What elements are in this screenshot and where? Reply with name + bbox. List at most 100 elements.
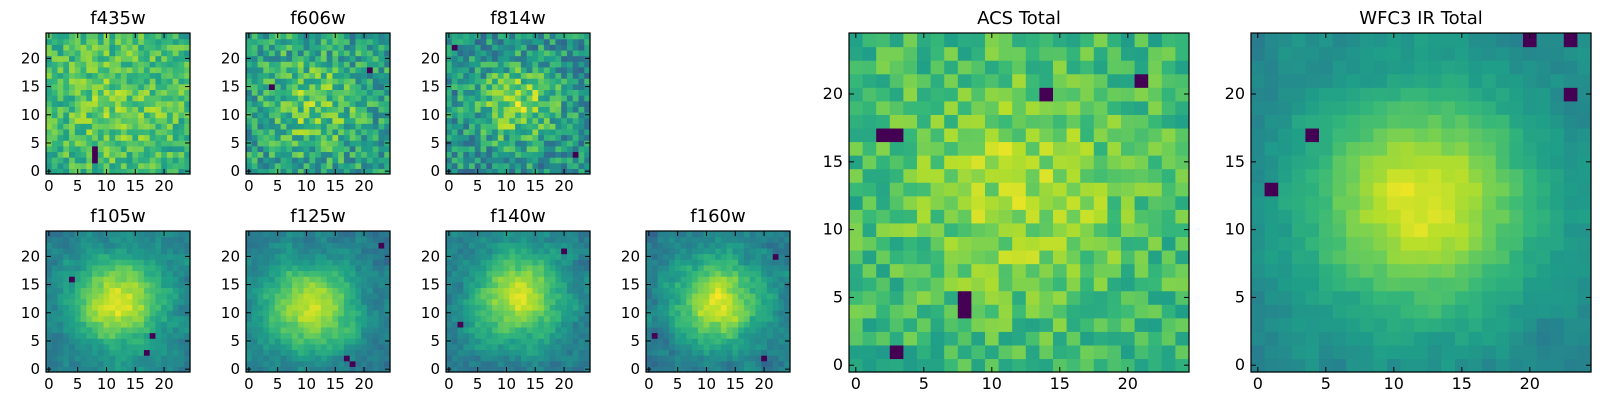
heatmap-cell (246, 49, 253, 57)
heatmap-cell (561, 111, 568, 119)
heatmap-cell (486, 157, 493, 164)
heatmap-cell (561, 72, 568, 79)
heatmap-cell (463, 338, 470, 345)
heatmap-cell (372, 44, 380, 51)
heatmap-cell (446, 293, 453, 300)
heatmap-cell (46, 162, 53, 169)
heatmap-cell (532, 61, 539, 68)
heatmap-cell (578, 151, 585, 158)
heatmap-cell (92, 281, 99, 288)
heatmap-cell (63, 247, 70, 255)
heatmap-cell (1066, 209, 1081, 224)
heatmap-cell (446, 298, 453, 305)
heatmap-cell (120, 326, 128, 334)
heatmap-cell (555, 315, 562, 322)
heatmap-cell (86, 151, 93, 158)
heatmap-cell (703, 355, 710, 362)
heatmap-cell (555, 270, 562, 277)
heatmap-cell (51, 231, 59, 238)
heatmap-cell (474, 61, 482, 68)
heatmap-cell (509, 100, 516, 107)
heatmap-cell (274, 236, 282, 243)
heatmap-cell (63, 270, 70, 277)
heatmap-cell (1053, 263, 1068, 278)
heatmap-cell (57, 66, 64, 74)
heatmap-cell (732, 349, 739, 356)
heatmap-cell (166, 270, 174, 277)
heatmap-cell (772, 293, 780, 300)
heatmap-cell (103, 145, 110, 153)
heatmap-cell (280, 343, 287, 351)
heatmap-cell (446, 145, 453, 153)
heatmap-cell (474, 259, 482, 266)
heatmap-cell (280, 287, 287, 294)
heatmap-cell (349, 287, 357, 294)
heatmap-cell (998, 182, 1013, 197)
heatmap-cell (469, 304, 476, 311)
heatmap-cell (46, 264, 53, 272)
heatmap-cell (772, 321, 780, 328)
heatmap-cell (463, 315, 470, 322)
heatmap-cell (862, 182, 877, 197)
heatmap-cell (474, 304, 482, 311)
heatmap-cell (166, 321, 174, 328)
heatmap-cell (732, 253, 739, 260)
heatmap-cell (126, 270, 133, 277)
heatmap-cell (572, 162, 580, 169)
heatmap-cell (486, 366, 493, 373)
heatmap-cell (92, 270, 99, 277)
heatmap-cell (132, 242, 139, 249)
heatmap-cell (1161, 358, 1176, 373)
heatmap-cell (778, 247, 785, 255)
heatmap-cell (561, 140, 568, 147)
heatmap-cell (269, 106, 276, 113)
heatmap-cell (469, 332, 476, 339)
heatmap-cell (332, 349, 339, 356)
heatmap-cell (515, 72, 522, 79)
heatmap-cell (361, 242, 368, 249)
heatmap-cell (178, 270, 185, 277)
heatmap-cell (80, 134, 87, 141)
heatmap-cell (1025, 195, 1040, 210)
heatmap-cell (578, 253, 585, 260)
heatmap-cell (103, 309, 110, 317)
heatmap-cell (326, 304, 333, 311)
heatmap-cell (286, 151, 293, 158)
heatmap-cell (566, 259, 574, 266)
heatmap-cell (80, 366, 87, 373)
heatmap-cell (985, 290, 1000, 305)
heatmap-cell (646, 287, 653, 294)
heatmap-cell (269, 128, 276, 136)
y-tick-label: 0 (430, 162, 440, 180)
heatmap-cell (709, 247, 716, 255)
heatmap-cell (143, 270, 151, 277)
heatmap-cell (761, 276, 768, 283)
heatmap-cell (538, 134, 545, 141)
heatmap-cell (366, 259, 374, 266)
heatmap-cell (732, 276, 739, 283)
heatmap-cell (480, 66, 487, 74)
heatmap-cell (143, 83, 151, 90)
heatmap-cell (378, 168, 385, 175)
heatmap-cell (97, 321, 105, 328)
heatmap-cell (143, 162, 151, 169)
heatmap-cell (292, 236, 299, 243)
heatmap-cell (126, 343, 133, 351)
heatmap-cell (292, 49, 299, 57)
heatmap-cell (463, 276, 470, 283)
heatmap-cell (520, 106, 528, 113)
heatmap-cell (80, 304, 87, 311)
heatmap-cell (497, 338, 505, 345)
heatmap-cell (74, 151, 82, 158)
heatmap-cell (51, 293, 59, 300)
heatmap-cell (161, 55, 168, 62)
heatmap-cell (584, 360, 591, 367)
heatmap-cell (526, 231, 533, 238)
heatmap-cell (663, 242, 670, 249)
heatmap-cell (309, 338, 316, 345)
plot-frame (45, 230, 191, 373)
heatmap-cell (257, 168, 264, 175)
heatmap-cell (503, 140, 510, 147)
heatmap-cell (269, 78, 276, 85)
heatmap-cell (263, 66, 270, 74)
